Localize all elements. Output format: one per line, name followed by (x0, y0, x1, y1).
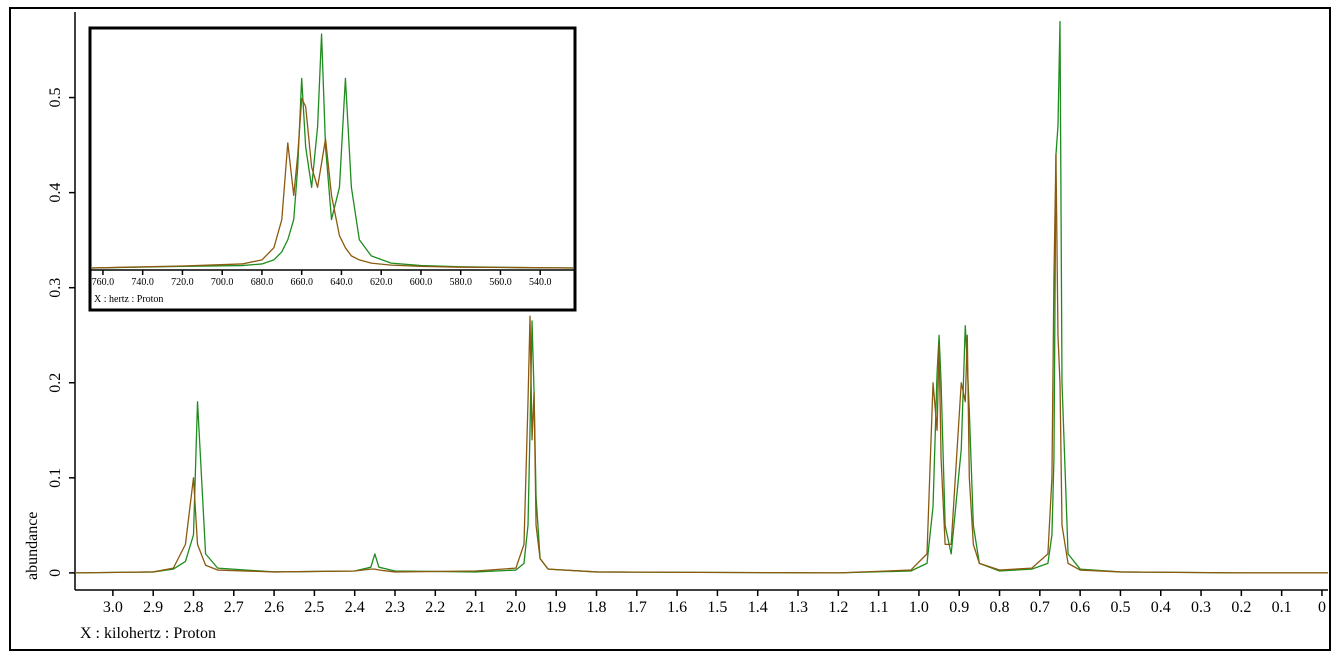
x-tick-label: 640.0 (330, 277, 353, 288)
x-tick-label: 720.0 (171, 277, 194, 288)
x-tick-label: 2.1 (466, 599, 486, 616)
x-tick-label: 0.6 (1070, 599, 1090, 616)
x-tick-label: 1.5 (707, 599, 727, 616)
x-tick-label: 2.5 (304, 599, 324, 616)
x-tick-label: 760.0 (92, 277, 115, 288)
x-tick-label: 600.0 (410, 277, 433, 288)
x-tick-label: 1.2 (828, 599, 848, 616)
main-chart: 3.0 2.9 2.8 2.7 2.6 2.5 2.4 2.3 2.2 2.1 2.0 1.9 1.8 1… (24, 12, 1328, 642)
x-tick-label: 620.0 (370, 277, 393, 288)
x-tick-label: 0.7 (1030, 599, 1050, 616)
y-axis-label: abundance (24, 512, 41, 580)
y-tick-label: 0.1 (47, 468, 64, 488)
x-tick-label: 0.1 (1272, 599, 1292, 616)
x-tick-label: 1.7 (627, 599, 647, 616)
inset-chart: 760.0 740.0 720.0 700.0 680.0 660.0 640.0 620.0… (88, 26, 577, 312)
x-tick-label: 2.3 (385, 599, 405, 616)
x-tick-label: 2.6 (264, 599, 284, 616)
y-tick-label: 0.3 (47, 278, 64, 298)
x-tick-label: 2.4 (345, 599, 365, 616)
x-tick-label: 2.7 (224, 599, 244, 616)
x-tick-label: 1.8 (587, 599, 607, 616)
x-tick-label: 2.0 (506, 599, 526, 616)
x-tick-label: 2.8 (183, 599, 203, 616)
x-tick-label: 0.3 (1191, 599, 1211, 616)
x-tick-label: 1.9 (546, 599, 566, 616)
x-tick-label: 1.6 (667, 599, 687, 616)
x-tick-label: 680.0 (251, 277, 274, 288)
plot-area (75, 20, 1328, 574)
y-tick-label: 0.2 (47, 373, 64, 393)
y-tick-label: 0.5 (47, 88, 64, 108)
x-tick-label: 3.0 (103, 599, 123, 616)
x-axis-label: X : kilohertz : Proton (80, 625, 216, 642)
x-tick-label: 0.9 (949, 599, 969, 616)
x-tick-label: 0.4 (1151, 599, 1171, 616)
x-axis-label: X : hertz : Proton (94, 294, 163, 305)
x-tick-label: 560.0 (489, 277, 512, 288)
x-tick-label: 0.2 (1231, 599, 1251, 616)
x-tick-label: 700.0 (211, 277, 234, 288)
inset-frame (88, 26, 577, 312)
x-tick-label: 740.0 (131, 277, 154, 288)
y-tick-label: 0.4 (47, 183, 64, 203)
x-tick-label: 2.2 (425, 599, 445, 616)
spectrum-line (91, 33, 574, 269)
x-tick-label: 660.0 (290, 277, 313, 288)
x-tick-label: 540.0 (529, 277, 552, 288)
x-tick-label: 1.4 (748, 599, 768, 616)
spectrum-line (91, 97, 574, 269)
x-tick-label: 1.1 (869, 599, 889, 616)
x-tick-label: 0 (1318, 599, 1326, 616)
y-tick-label: 0 (47, 569, 64, 577)
spectrum-line (75, 153, 1328, 574)
x-tick-label: 1.3 (788, 599, 808, 616)
x-tick-label: 0.8 (990, 599, 1010, 616)
x-tick-label: 0.5 (1110, 599, 1130, 616)
plot-area (91, 33, 574, 269)
x-tick-label: 1.0 (909, 599, 929, 616)
x-tick-label: 2.9 (143, 599, 163, 616)
x-tick-label: 580.0 (449, 277, 472, 288)
